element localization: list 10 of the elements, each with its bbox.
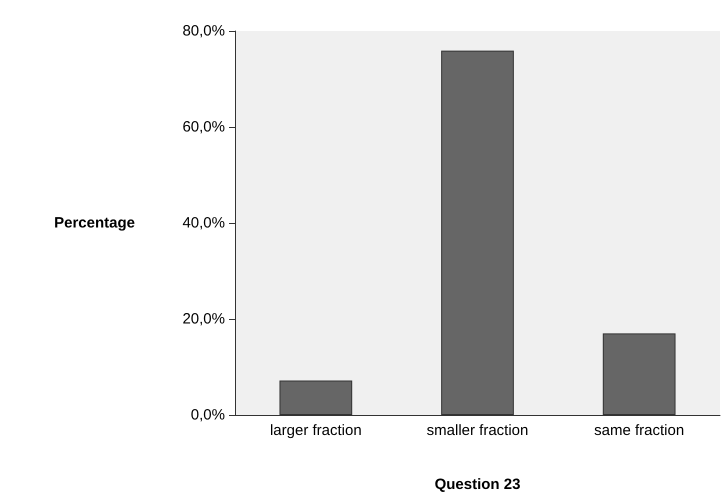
x-tick-label: smaller fraction: [426, 422, 528, 439]
x-axis-title: Question 23: [434, 476, 520, 493]
y-axis-title: Percentage: [54, 214, 135, 232]
y-tick-label: 40,0%: [182, 214, 225, 232]
y-tick-label: 20,0%: [182, 310, 225, 328]
y-tick-label: 60,0%: [182, 118, 225, 136]
y-tick-label: 0,0%: [190, 406, 225, 424]
x-tick-label: same fraction: [594, 422, 684, 439]
x-tick-label: larger fraction: [270, 422, 362, 439]
y-tick-label: 80,0%: [182, 22, 225, 40]
